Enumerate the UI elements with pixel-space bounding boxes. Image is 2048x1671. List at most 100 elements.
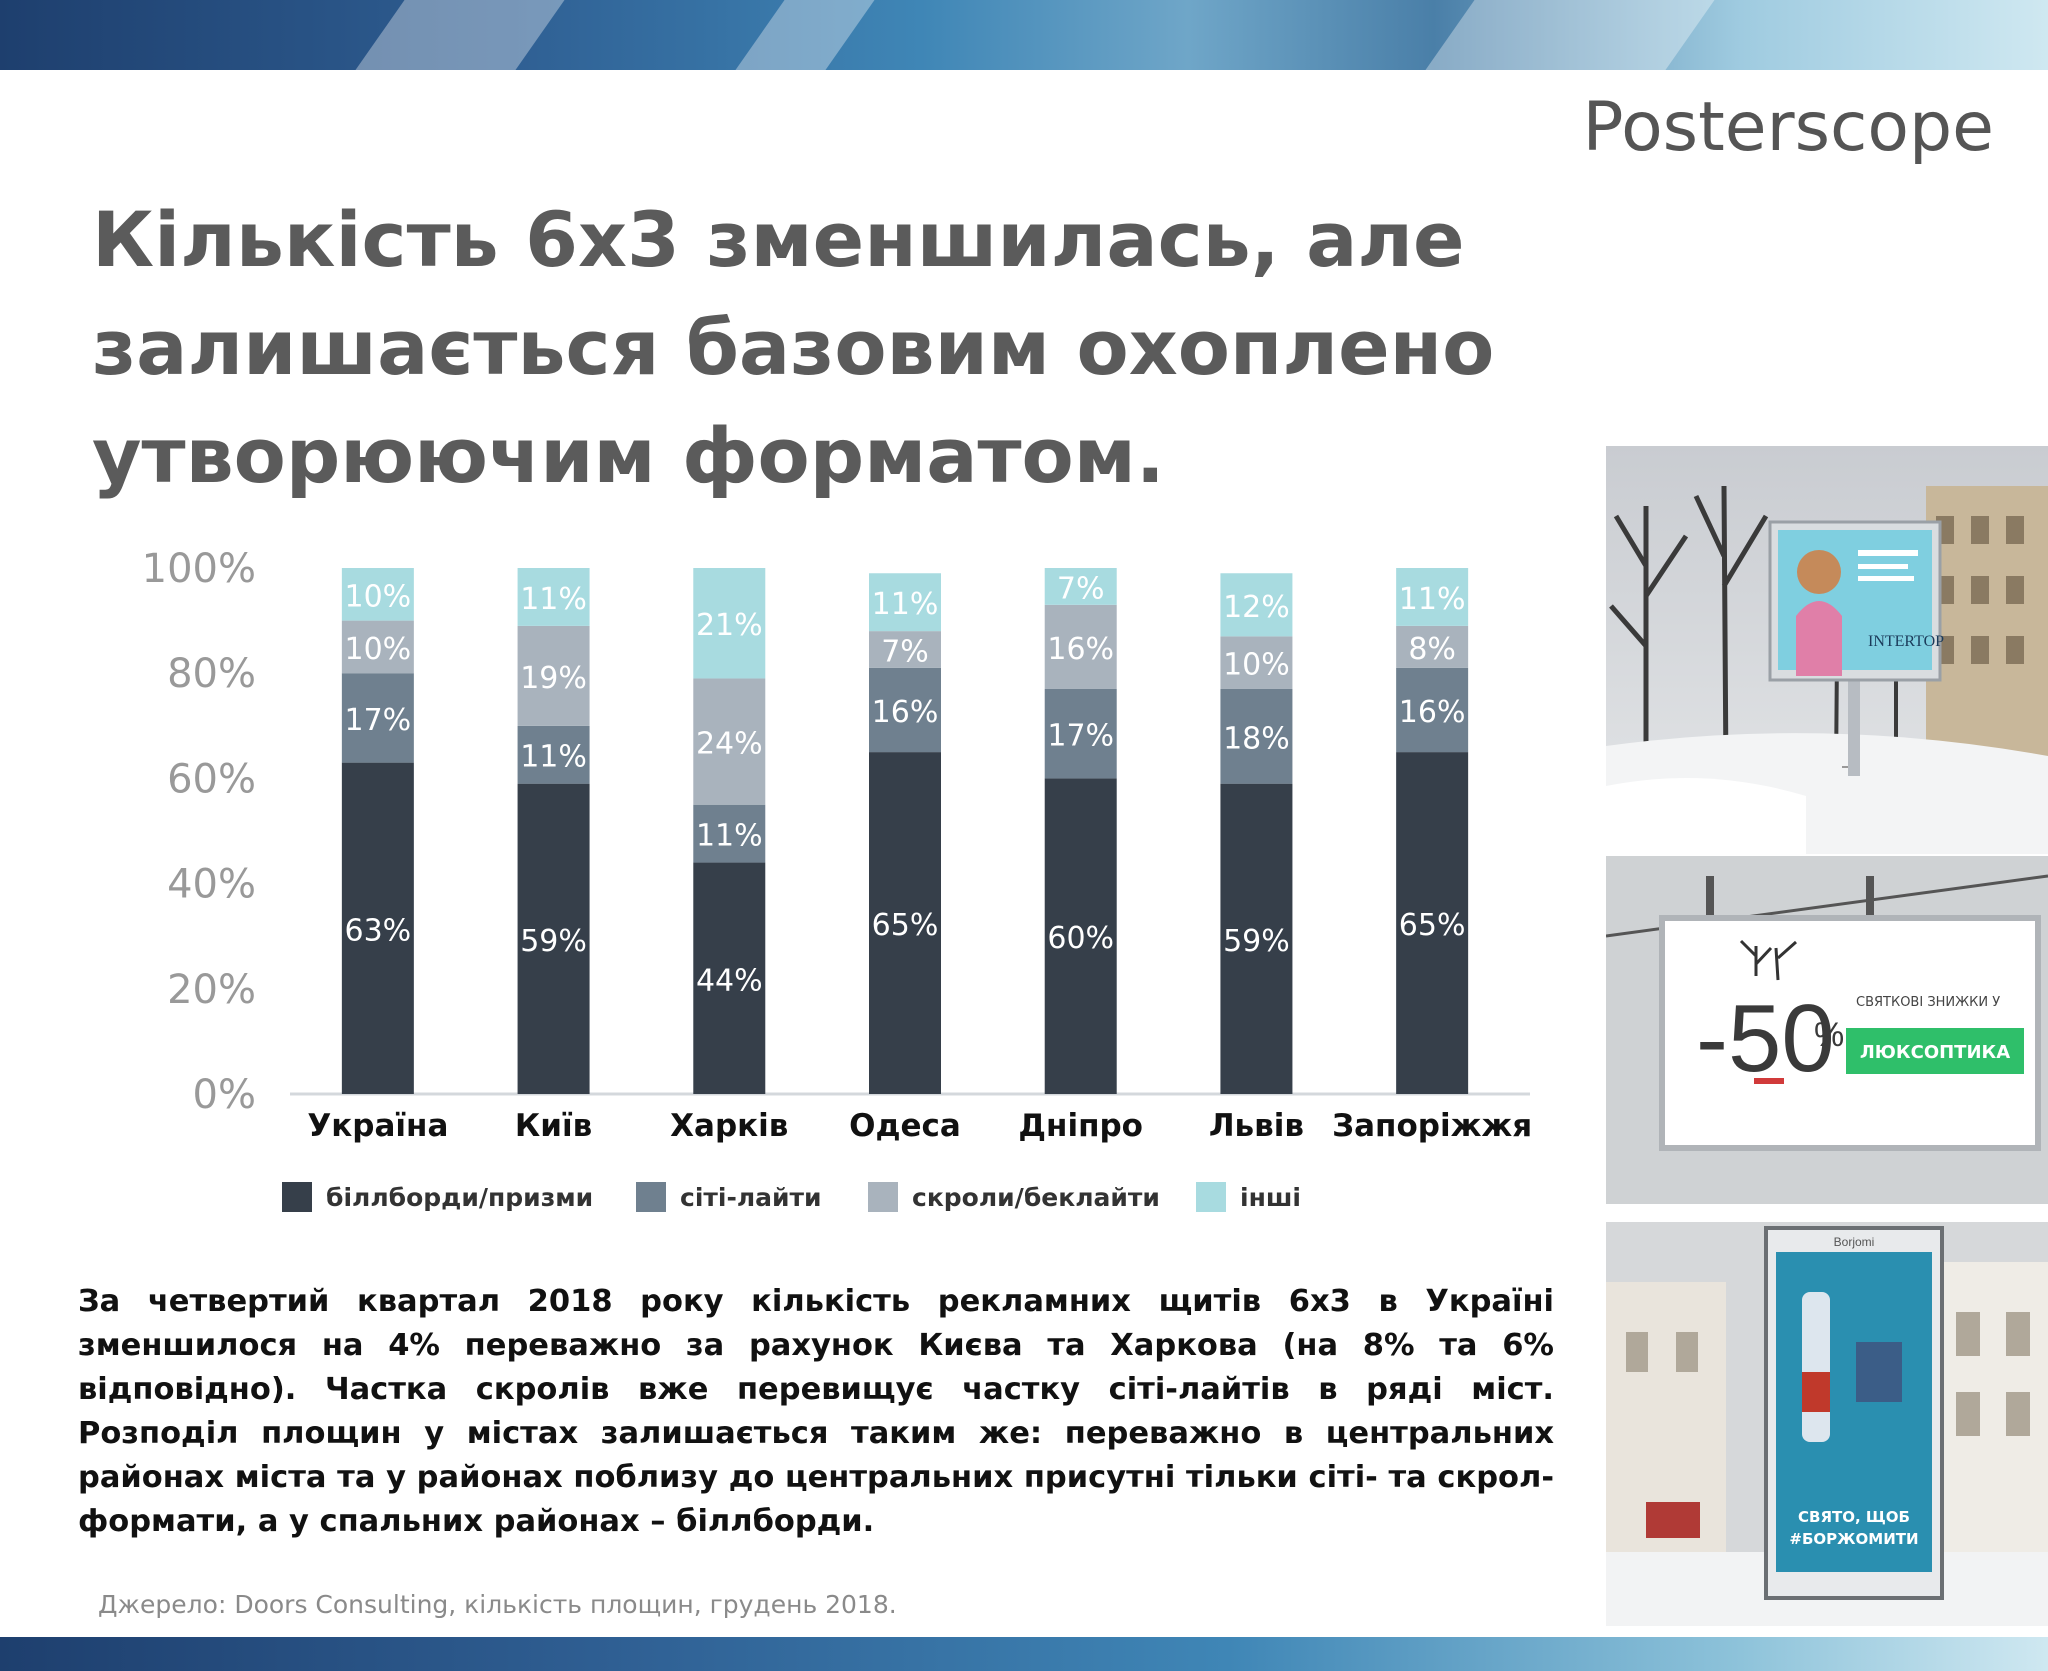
bar-data-label: 63% — [345, 913, 412, 948]
legend-swatch — [282, 1182, 312, 1212]
legend-item: скроли/беклайти — [868, 1180, 1160, 1214]
footer-band — [0, 1637, 2048, 1671]
bar-segment — [1044, 778, 1117, 1094]
y-tick-label: 20% — [167, 967, 256, 1013]
bar-segment — [517, 725, 590, 784]
bar-data-label: 17% — [1047, 719, 1114, 754]
legend-label: біллборди/призми — [326, 1182, 594, 1212]
photo3-header-text: Borjomi — [1834, 1235, 1875, 1249]
y-tick-label: 100% — [142, 546, 256, 592]
bar-segment — [693, 678, 766, 805]
bar-segment — [341, 673, 414, 763]
bar-segment — [1220, 573, 1293, 637]
legend-item: біллборди/призми — [282, 1180, 593, 1214]
bar-segment — [341, 620, 414, 674]
bar-data-label: 8% — [1408, 632, 1456, 667]
bar-data-label: 10% — [1223, 648, 1290, 683]
legend-swatch — [636, 1182, 666, 1212]
bar-data-label: 16% — [872, 695, 939, 730]
description-paragraph: За четвертий квартал 2018 року кількість… — [78, 1284, 1554, 1539]
bar-segment — [1044, 604, 1117, 689]
legend-item: сіті-лайти — [636, 1180, 822, 1214]
x-category-label: Львів — [1209, 1108, 1304, 1144]
bar-segment — [693, 862, 766, 1094]
bar-segment — [869, 667, 941, 753]
bar-segment — [869, 573, 941, 632]
bar-segment — [1044, 688, 1117, 779]
bar-data-label: 59% — [520, 924, 587, 959]
x-category-label: Київ — [515, 1108, 592, 1144]
photo2-sale-text: -50 — [1696, 985, 1835, 1092]
bar-data-label: 7% — [881, 635, 929, 670]
y-tick-label: 80% — [167, 651, 256, 697]
x-category-label: Україна — [307, 1108, 448, 1144]
photo1-brand-text: INTERTOP — [1868, 633, 1944, 650]
bar-segment — [1396, 568, 1469, 626]
legend-label: скроли/беклайти — [912, 1182, 1160, 1212]
bar-segment — [517, 568, 590, 626]
bar-data-label: 16% — [1399, 695, 1466, 730]
photo2-badge-text: ЛЮКСОПТИКА — [1860, 1042, 2010, 1063]
source-note: Джерело: Doors Consulting, кількість пло… — [98, 1590, 897, 1619]
bar-data-label: 17% — [345, 703, 412, 738]
bar-segment — [1396, 625, 1469, 668]
bar-data-label: 65% — [872, 908, 939, 943]
bar-data-label: 11% — [520, 740, 587, 775]
photo-citylight-street: Borjomi СВЯТО, ЩОБ #БОРЖОМИТИ — [1606, 1222, 2048, 1626]
bar-data-label: 11% — [1399, 582, 1466, 617]
bar-data-label: 19% — [520, 661, 587, 696]
bar-segment — [1220, 783, 1293, 1094]
y-tick-label: 40% — [167, 862, 256, 908]
bar-segment — [869, 752, 941, 1094]
bar-segment — [341, 762, 414, 1094]
bar-data-label: 18% — [1223, 721, 1290, 756]
bar-data-label: 10% — [345, 632, 412, 667]
legend-label: інші — [1240, 1182, 1301, 1212]
bar-data-label: 11% — [696, 819, 763, 854]
y-tick-label: 0% — [193, 1072, 256, 1118]
photo3-line2-text: #БОРЖОМИТИ — [1789, 1530, 1918, 1548]
photo3-line1-text: СВЯТО, ЩОБ — [1798, 1508, 1910, 1526]
bar-segment — [1396, 752, 1469, 1094]
bar-data-label: 59% — [1223, 924, 1290, 959]
photo2-percent-text: % — [1814, 1016, 1844, 1054]
bar-data-label: 65% — [1399, 908, 1466, 943]
stacked-bar-chart: 0% 20% 40% 60% 80% 100% 63% 17% 10% 10% Україна 59%… — [130, 540, 1560, 1240]
page-title: Кількість 6х3 зменшилась, але залишаєтьс… — [92, 195, 1495, 500]
bar-segment — [517, 783, 590, 1094]
photo-column: INTERTOP -50 % СВЯТКОВІ ЗНИЖКИ У ЛЮКСОПТ… — [1606, 446, 2048, 1626]
bar-segment — [1044, 568, 1117, 605]
posterscope-logo: Posterscope — [1582, 88, 1995, 167]
bar-segment — [869, 631, 941, 668]
bar-data-label: 44% — [696, 963, 763, 998]
photo-billboard-sale: -50 % СВЯТКОВІ ЗНИЖКИ У ЛЮКСОПТИКА — [1606, 856, 2048, 1204]
bar-segment — [1396, 667, 1469, 753]
bar-data-label: 21% — [696, 608, 763, 643]
photo2-line1-text: СВЯТКОВІ ЗНИЖКИ У — [1856, 995, 2000, 1010]
bar-data-label: 12% — [1223, 590, 1290, 625]
bar-data-label: 16% — [1047, 632, 1114, 667]
legend-label: сіті-лайти — [680, 1182, 822, 1212]
legend-swatch — [1196, 1182, 1226, 1212]
bar-segment — [693, 568, 766, 679]
x-category-label: Дніпро — [1018, 1108, 1143, 1144]
bar-data-label: 7% — [1057, 571, 1105, 606]
bar-segment — [517, 625, 590, 726]
bar-data-label: 60% — [1047, 921, 1114, 956]
legend-swatch — [868, 1182, 898, 1212]
bar-segment — [1220, 636, 1293, 689]
header-band — [0, 0, 2048, 70]
bar-segment — [341, 568, 414, 621]
bar-data-label: 11% — [520, 582, 587, 617]
photo-winter-street-citylight: INTERTOP — [1606, 446, 2048, 854]
bar-segment — [1220, 688, 1293, 784]
bar-data-label: 24% — [696, 727, 763, 762]
bar-segment — [693, 804, 766, 863]
chart-canvas: 0% 20% 40% 60% 80% 100% 63% 17% 10% 10% Україна 59%… — [142, 546, 1533, 1144]
legend-item: інші — [1196, 1180, 1301, 1214]
x-category-label: Харків — [670, 1108, 788, 1144]
chart-legend: біллборди/призми сіті-лайти скроли/беклайт… — [282, 1180, 1432, 1214]
bar-data-label: 11% — [872, 587, 939, 622]
x-category-label: Одеса — [849, 1108, 961, 1144]
bar-data-label: 10% — [345, 579, 412, 614]
